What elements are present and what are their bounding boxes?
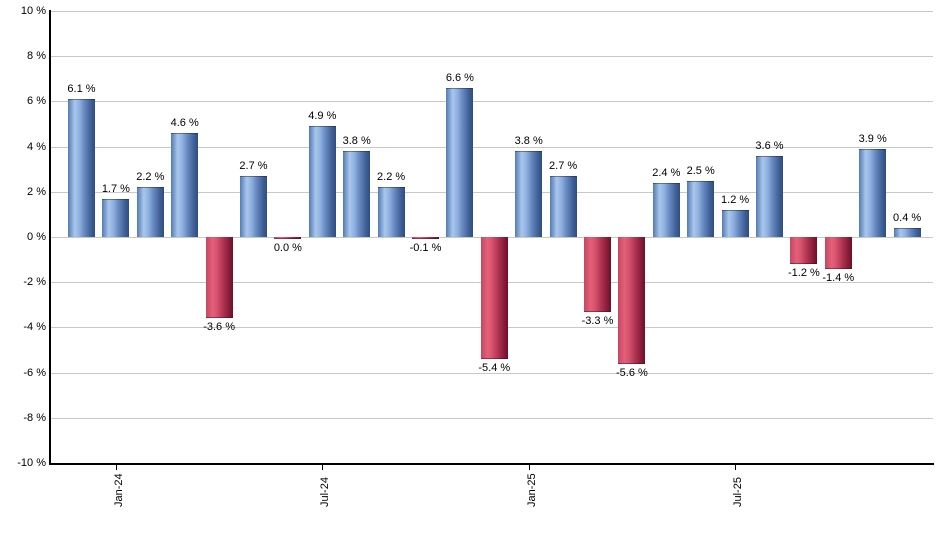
bar-value-label: -1.4 % (822, 271, 855, 284)
gridline (50, 373, 933, 374)
x-axis-line (49, 463, 934, 465)
bar (893, 227, 921, 237)
y-tick-label: -8 % (23, 412, 46, 424)
bar (136, 187, 164, 237)
bar-value-label: 1.2 % (721, 193, 750, 206)
x-tick-mark (528, 463, 530, 470)
bar-value-label: 4.9 % (308, 110, 337, 123)
bar-value-label: 3.9 % (858, 132, 887, 145)
gridline (50, 418, 933, 419)
bar (824, 237, 852, 269)
y-tick-label: -10 % (17, 457, 46, 469)
bar (343, 151, 371, 237)
y-tick-label: 8 % (27, 50, 46, 62)
bar (790, 237, 818, 265)
bar (515, 151, 543, 237)
bar (584, 237, 611, 312)
bar (68, 99, 95, 237)
bar (240, 175, 267, 237)
bar-value-label: 3.8 % (342, 135, 371, 148)
bar (618, 237, 646, 364)
x-tick-mark (322, 463, 324, 470)
bar-value-label: 3.8 % (514, 135, 543, 148)
bar (756, 155, 783, 237)
bar-value-label: 2.5 % (686, 164, 715, 177)
bar-value-label: -1.2 % (787, 267, 820, 280)
bar-value-label: 3.6 % (755, 139, 784, 152)
y-tick-label: 10 % (20, 5, 46, 17)
bar (549, 175, 577, 237)
bar-value-label: 0.4 % (893, 211, 922, 224)
y-tick-label: 6 % (27, 95, 46, 107)
bar (721, 209, 749, 237)
x-tick-mark (115, 463, 117, 470)
bar-value-label: -3.6 % (203, 321, 235, 334)
bar-value-label: -0.1 % (409, 242, 442, 255)
bar (446, 87, 474, 237)
bar (205, 237, 233, 319)
bar-value-label: -5.4 % (478, 362, 511, 375)
bar (859, 148, 887, 237)
x-tick-label: Jul-25 (732, 477, 745, 507)
bar (412, 237, 439, 240)
bar-value-label: 6.6 % (445, 71, 474, 84)
bar (171, 133, 199, 237)
bar-value-label: 1.7 % (101, 182, 130, 195)
bar (687, 180, 715, 237)
gridline (50, 11, 933, 12)
bar-value-label: 2.4 % (652, 166, 681, 179)
bar (377, 187, 405, 237)
y-tick-label: 2 % (27, 186, 46, 198)
gridline (50, 101, 933, 102)
x-tick-label: Jan-25 (525, 473, 538, 507)
bar (102, 198, 130, 237)
bar (308, 126, 336, 237)
bar-value-label: 2.2 % (136, 171, 165, 184)
gridline (50, 147, 933, 148)
bar-value-label: -5.6 % (615, 366, 648, 379)
bar-value-label: 6.1 % (67, 83, 96, 96)
bar-value-label: 2.7 % (549, 159, 578, 172)
bar-value-label: 2.7 % (239, 159, 268, 172)
bar-value-label: 4.6 % (170, 117, 199, 130)
y-tick-label: 4 % (27, 141, 46, 153)
bar-value-label: -3.3 % (581, 314, 614, 327)
y-tick-label: -4 % (23, 321, 46, 333)
y-tick-label: 0 % (27, 231, 46, 243)
bar (274, 237, 302, 239)
bar-value-label: 2.2 % (377, 171, 406, 184)
x-tick-label: Jan-24 (112, 473, 125, 507)
bar-value-label: 0.0 % (273, 242, 302, 254)
gridline (50, 192, 933, 193)
y-tick-label: -2 % (23, 276, 46, 288)
x-tick-mark (735, 463, 737, 470)
gridline (50, 56, 933, 57)
bar (652, 182, 680, 237)
y-axis-line (49, 10, 51, 465)
y-tick-label: -6 % (23, 367, 46, 379)
bar (480, 237, 508, 360)
x-tick-label: Jul-24 (319, 477, 332, 507)
